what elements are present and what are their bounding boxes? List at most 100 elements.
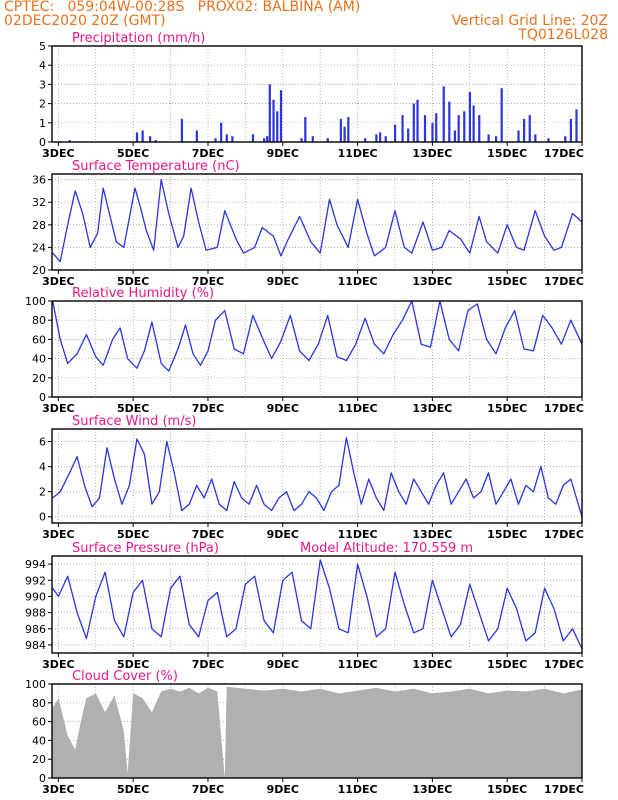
precip-bar-50 [528, 115, 531, 142]
precip-bar-19 [304, 117, 307, 142]
precip-bar-47 [500, 88, 503, 142]
y-tick-label-2-1: 20 [32, 372, 46, 385]
precip-bar-36 [435, 113, 438, 142]
header-station-line: CPTEC: 059:04W-00:28S PROX02: BALBINA (A… [4, 0, 361, 15]
x-tick-label-3-4: 11DEC [338, 528, 378, 541]
precip-bar-35 [431, 122, 434, 142]
series-line-2 [52, 300, 583, 372]
x-tick-label-0-4: 11DEC [338, 147, 378, 160]
precip-bar-51 [534, 134, 537, 142]
y-tick-label-1-2: 28 [32, 219, 46, 232]
x-tick-label-5-6: 15DEC [487, 783, 527, 796]
panel-frame-3 [51, 428, 583, 524]
precip-bar-6 [195, 130, 198, 142]
y-tick-label-0-1: 1 [39, 117, 46, 130]
precip-bar-9 [225, 134, 228, 142]
precip-bar-31 [407, 128, 410, 142]
x-tick-label-2-6: 15DEC [487, 402, 527, 415]
x-tick-label-4-2: 7DEC [192, 658, 224, 671]
precip-bar-43 [472, 105, 475, 142]
y-tick-label-4-2: 988 [25, 607, 46, 620]
y-tick-label-3-2: 4 [39, 461, 46, 474]
y-tick-label-3-1: 2 [39, 486, 46, 499]
precip-bar-42 [468, 92, 471, 142]
header-date-line: 02DEC2020 20Z (GMT) [4, 13, 166, 29]
precip-bar-26 [375, 134, 378, 142]
precip-bar-7 [214, 138, 217, 142]
precip-bar-45 [487, 134, 490, 142]
x-tick-label-0-2: 7DEC [192, 147, 224, 160]
precip-bar-55 [575, 109, 578, 142]
y-tick-label-3-3: 6 [39, 436, 46, 449]
y-tick-label-4-5: 994 [25, 558, 46, 571]
precip-bar-40 [457, 115, 460, 142]
x-tick-label-0-1: 5DEC [117, 147, 149, 160]
y-tick-label-4-4: 992 [25, 574, 46, 587]
x-tick-label-0-6: 15DEC [487, 147, 527, 160]
precip-bar-2 [141, 130, 144, 142]
x-tick-label-5-2: 7DEC [192, 783, 224, 796]
precip-bar-33 [416, 99, 419, 142]
precip-bar-29 [393, 124, 397, 142]
precip-bar-3 [148, 136, 152, 142]
x-tick-label-1-4: 11DEC [338, 275, 378, 288]
panel-frame-4 [51, 555, 583, 654]
precip-bar-11 [251, 134, 255, 142]
x-tick-label-3-7: 17DEC [544, 528, 584, 541]
x-tick-label-1-0: 3DEC [42, 275, 74, 288]
series-line-4 [52, 559, 583, 650]
y-tick-label-2-3: 60 [32, 333, 46, 346]
y-tick-label-0-3: 3 [39, 78, 46, 91]
x-tick-label-3-3: 9DEC [267, 528, 299, 541]
precip-bar-10 [231, 136, 234, 142]
x-tick-label-0-7: 17DEC [544, 147, 584, 160]
panel-title-0: Precipitation (mm/h) [72, 31, 205, 46]
x-tick-label-3-6: 15DEC [487, 528, 527, 541]
y-tick-label-2-2: 40 [32, 353, 46, 366]
x-tick-label-4-0: 3DEC [42, 658, 74, 671]
x-tick-label-3-1: 5DEC [117, 528, 149, 541]
precip-bar-46 [494, 136, 498, 142]
precip-bar-21 [326, 138, 329, 142]
x-tick-label-2-0: 3DEC [42, 402, 74, 415]
precip-bar-34 [423, 115, 427, 142]
y-tick-label-4-0: 984 [25, 639, 46, 652]
x-tick-label-4-5: 13DEC [412, 658, 452, 671]
y-tick-label-5-3: 60 [32, 716, 46, 729]
precip-bar-4 [154, 140, 157, 142]
x-tick-label-5-7: 17DEC [544, 783, 584, 796]
precip-bar-48 [517, 130, 520, 142]
y-tick-label-5-0: 0 [39, 772, 46, 785]
x-tick-label-5-5: 13DEC [412, 783, 452, 796]
y-tick-label-5-2: 40 [32, 734, 46, 747]
cloud-cover-area [52, 686, 582, 778]
y-tick-label-5-5: 100 [25, 678, 46, 691]
x-tick-label-3-0: 3DEC [42, 528, 74, 541]
y-tick-label-4-3: 990 [25, 590, 46, 603]
precip-bar-22 [339, 118, 342, 142]
y-tick-label-5-1: 20 [32, 753, 46, 766]
precip-bar-15 [272, 99, 275, 142]
precip-bar-13 [266, 136, 269, 142]
y-tick-label-0-5: 5 [39, 40, 46, 53]
precip-bar-20 [311, 136, 314, 142]
y-tick-label-1-3: 32 [32, 196, 46, 209]
precip-bar-16 [276, 111, 279, 142]
y-tick-label-2-0: 0 [39, 391, 46, 404]
x-tick-label-5-0: 3DEC [42, 783, 74, 796]
x-tick-label-1-3: 9DEC [267, 275, 299, 288]
precip-bar-54 [569, 118, 572, 142]
x-tick-label-2-1: 5DEC [117, 402, 149, 415]
x-tick-label-1-7: 17DEC [544, 275, 584, 288]
precip-bar-17 [279, 90, 283, 142]
precip-bar-5 [180, 118, 183, 142]
header-grid-line-note: Vertical Grid Line: 20Z [451, 13, 608, 29]
y-tick-label-2-5: 100 [25, 295, 46, 308]
y-tick-label-4-1: 986 [25, 623, 46, 636]
precip-bar-28 [384, 136, 387, 142]
precip-bar-1 [135, 132, 139, 142]
header-model-code: TQ0126L028 [518, 27, 608, 43]
x-tick-label-2-7: 17DEC [544, 402, 584, 415]
x-tick-label-1-1: 5DEC [117, 275, 149, 288]
x-tick-label-1-6: 15DEC [487, 275, 527, 288]
